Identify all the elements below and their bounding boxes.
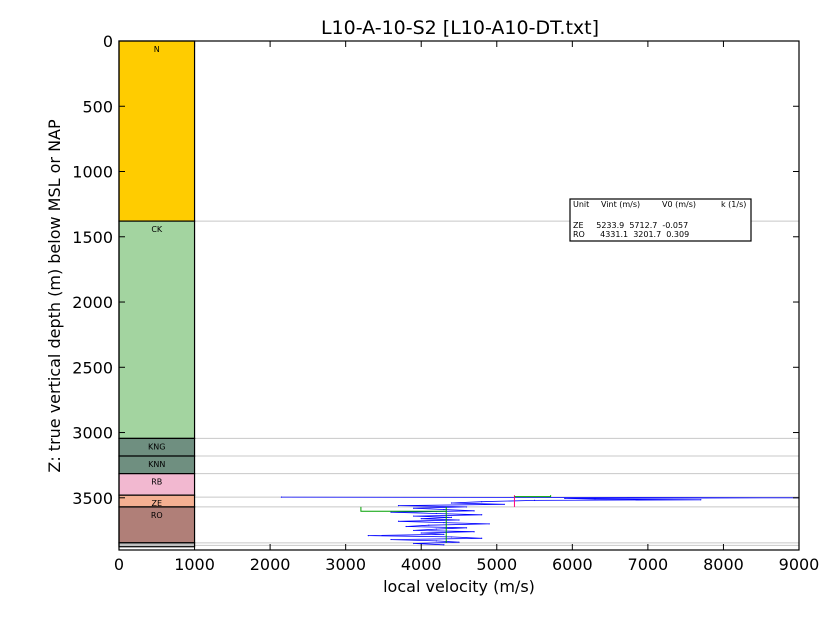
y-tick-label: 1000 bbox=[72, 163, 113, 182]
velocity-log-point bbox=[465, 506, 468, 508]
plot-frame bbox=[118, 40, 800, 551]
x-axis-label: local velocity (m/s) bbox=[383, 577, 535, 596]
y-axis: 0 500 1000 1500 2000 2500 3000 3500 bbox=[72, 32, 799, 508]
velocity-log-point bbox=[390, 511, 392, 513]
lithology-unit-label: N bbox=[154, 45, 160, 54]
lithology-unit-label: KNN bbox=[148, 460, 165, 469]
table-header-vint: Vint (m/s) bbox=[601, 200, 640, 209]
lithology-unit-label: CK bbox=[151, 225, 163, 234]
x-tick-label: 1000 bbox=[174, 555, 215, 574]
plot-area: N CK KNG KNN RB ZE RO bbox=[118, 40, 800, 548]
x-tick-label: 7000 bbox=[628, 555, 669, 574]
chart-title: L10-A-10-S2 [L10-A10-DT.txt] bbox=[321, 17, 599, 39]
velocity-log-point bbox=[280, 496, 283, 498]
velocity-log-point bbox=[413, 542, 415, 545]
y-axis-label: Z: true vertical depth (m) below MSL or … bbox=[45, 119, 64, 473]
velocity-log-point bbox=[413, 515, 415, 517]
x-tick-label: 8000 bbox=[703, 555, 744, 574]
x-tick-label: 5000 bbox=[476, 555, 517, 574]
lithology-unit-label: ZE bbox=[152, 499, 163, 508]
table-header-v0: V0 (m/s) bbox=[662, 200, 696, 209]
x-tick-label: 6000 bbox=[552, 555, 593, 574]
velocity-log-point bbox=[481, 501, 483, 503]
velocity-log-point bbox=[465, 527, 468, 529]
velocity-log-point bbox=[481, 537, 483, 539]
lithology-unit bbox=[118, 220, 196, 440]
velocity-log-point bbox=[488, 523, 490, 525]
velocity-log-point bbox=[443, 508, 445, 511]
velocity-log-point bbox=[367, 535, 369, 537]
lithology-unit-label: RB bbox=[151, 478, 162, 487]
lithology-unit bbox=[118, 542, 196, 548]
y-tick-label: 500 bbox=[82, 97, 113, 116]
fit-table: Unit Vint (m/s) V0 (m/s) k (1/s) ZE 5233… bbox=[569, 198, 752, 242]
velocity-log-point bbox=[458, 519, 460, 521]
velocity-log-series bbox=[281, 496, 800, 546]
y-tick-label: 2000 bbox=[72, 293, 113, 312]
velocity-log-point bbox=[450, 536, 453, 538]
velocity-log-point bbox=[533, 499, 536, 502]
x-axis: 0 1000 2000 3000 4000 5000 6000 7000 8000 9000 bbox=[114, 41, 819, 574]
velocity-log-point bbox=[503, 503, 505, 505]
velocity-log-point bbox=[435, 540, 437, 542]
velocity-log-point bbox=[397, 505, 400, 507]
table-row-ze: ZE 5233.9 5712.7 -0.057 bbox=[573, 221, 688, 230]
table-row-ro: RO 4331.1 3201.7 0.309 bbox=[573, 230, 689, 239]
x-tick-label: 0 bbox=[114, 555, 124, 574]
velocity-log-point bbox=[428, 524, 430, 526]
velocity-log-point bbox=[435, 512, 437, 515]
velocity-log-point bbox=[390, 538, 392, 541]
velocity-log-point bbox=[564, 497, 566, 500]
lithology-unit-label: RO bbox=[151, 511, 163, 520]
y-tick-label: 2500 bbox=[72, 358, 113, 377]
velocity-log-point bbox=[450, 502, 453, 504]
velocity-log-point bbox=[443, 533, 445, 535]
x-tick-label: 3000 bbox=[325, 555, 366, 574]
table-header-unit: Unit bbox=[573, 200, 589, 209]
x-tick-label: 9000 bbox=[779, 555, 820, 574]
fit-curve bbox=[360, 506, 447, 512]
x-tick-label: 2000 bbox=[250, 555, 291, 574]
velocity-log-point bbox=[594, 498, 596, 500]
velocity-log-point bbox=[413, 529, 415, 532]
velocity-log-point bbox=[700, 499, 702, 501]
y-tick-label: 1500 bbox=[72, 228, 113, 247]
velocity-log-point bbox=[420, 532, 422, 534]
velocity-log-point bbox=[397, 520, 400, 522]
velocity-log-point bbox=[420, 518, 422, 520]
velocity-log-point bbox=[481, 514, 483, 516]
fit-curve bbox=[514, 495, 552, 498]
velocity-log-point bbox=[473, 510, 475, 512]
velocity-log-point bbox=[405, 525, 407, 528]
velocity-log-point bbox=[435, 528, 437, 530]
x-tick-label: 4000 bbox=[401, 555, 442, 574]
lithology-unit bbox=[118, 40, 196, 222]
y-tick-label: 3000 bbox=[72, 424, 113, 443]
y-tick-label: 3500 bbox=[72, 489, 113, 508]
velocity-log-point bbox=[473, 531, 475, 533]
fit-table-box bbox=[569, 198, 752, 242]
velocity-log-point bbox=[413, 507, 415, 509]
velocity-log-point bbox=[458, 541, 460, 543]
y-tick-label: 0 bbox=[103, 32, 113, 51]
velocity-log-point bbox=[443, 521, 445, 524]
velocity-log-point bbox=[443, 544, 445, 546]
table-header-k: k (1/s) bbox=[721, 200, 746, 209]
lithology-unit-label: KNG bbox=[148, 442, 165, 451]
velocity-log-point bbox=[450, 516, 453, 518]
